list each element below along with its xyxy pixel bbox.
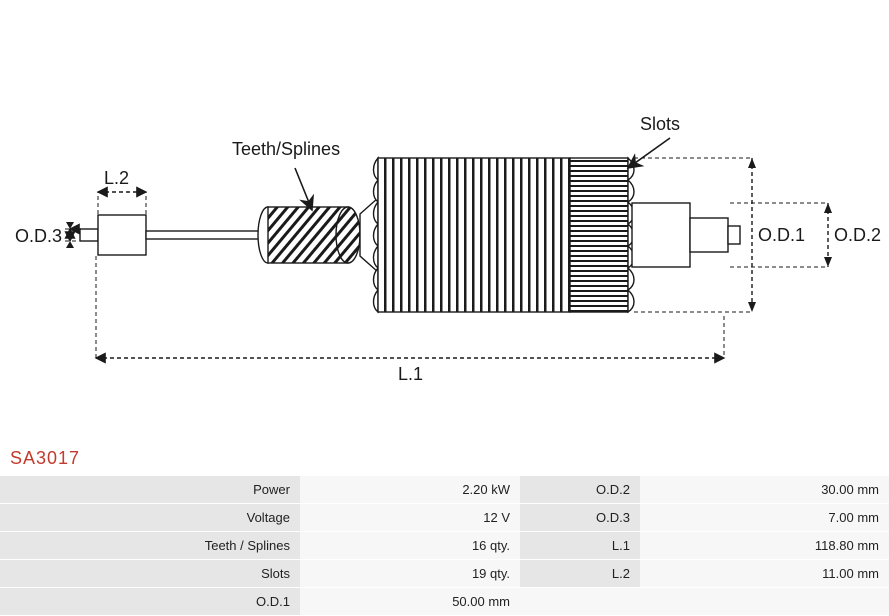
spec-key: O.D.3	[520, 504, 640, 531]
part-number: SA3017	[0, 440, 889, 475]
label-l1: L.1	[398, 364, 423, 385]
spec-value: 118.80 mm	[640, 532, 889, 559]
label-od3: O.D.3	[15, 226, 62, 247]
spec-key: L.2	[520, 560, 640, 587]
spec-key: O.D.2	[520, 476, 640, 503]
spec-value: 19 qty.	[300, 560, 520, 587]
spec-value: 12 V	[300, 504, 520, 531]
spec-key: Power	[0, 476, 300, 503]
table-row: Power2.20 kWO.D.230.00 mm	[0, 476, 889, 503]
spec-key: O.D.1	[0, 588, 300, 615]
spec-key: Voltage	[0, 504, 300, 531]
spec-value	[640, 588, 889, 615]
table-row: Teeth / Splines16 qty.L.1118.80 mm	[0, 532, 889, 559]
spec-table: Power2.20 kWO.D.230.00 mmVoltage12 VO.D.…	[0, 475, 889, 616]
table-row: O.D.150.00 mm	[0, 588, 889, 615]
spec-value: 16 qty.	[300, 532, 520, 559]
table-row: Slots19 qty.L.211.00 mm	[0, 560, 889, 587]
label-l2: L.2	[104, 168, 129, 189]
diagram-svg	[0, 0, 889, 440]
label-slots: Slots	[640, 114, 680, 135]
spec-value: 50.00 mm	[300, 588, 520, 615]
spec-key: Slots	[0, 560, 300, 587]
spec-value: 30.00 mm	[640, 476, 889, 503]
spec-value: 7.00 mm	[640, 504, 889, 531]
label-od2: O.D.2	[834, 225, 881, 246]
label-teeth-splines: Teeth/Splines	[232, 139, 340, 160]
spec-key	[520, 588, 640, 615]
armature-diagram: Teeth/Splines Slots L.2 O.D.3 L.1 O.D.1 …	[0, 0, 889, 440]
spec-key: L.1	[520, 532, 640, 559]
table-row: Voltage12 VO.D.37.00 mm	[0, 504, 889, 531]
spec-value: 11.00 mm	[640, 560, 889, 587]
spec-key: Teeth / Splines	[0, 532, 300, 559]
label-od1: O.D.1	[758, 225, 805, 246]
spec-value: 2.20 kW	[300, 476, 520, 503]
